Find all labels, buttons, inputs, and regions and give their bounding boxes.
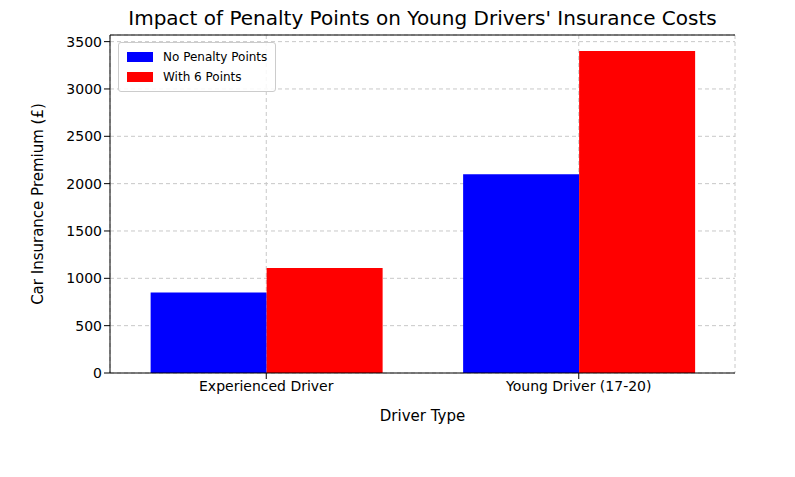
svg-text:1500: 1500 (66, 223, 102, 239)
svg-text:2000: 2000 (66, 176, 102, 192)
svg-text:500: 500 (75, 318, 102, 334)
svg-text:3500: 3500 (66, 34, 102, 50)
svg-text:1000: 1000 (66, 270, 102, 286)
svg-text:3000: 3000 (66, 81, 102, 97)
svg-text:2500: 2500 (66, 128, 102, 144)
html-text:No Penalty Points: No Penalty Points (163, 50, 268, 64)
svg-text:Experienced Driver: Experienced Driver (199, 378, 334, 394)
html-text:With 6 Points: With 6 Points (163, 70, 242, 84)
svg-text:0: 0 (93, 365, 102, 381)
html-text:Impact of Penalty Points on Yo: Impact of Penalty Points on Young Driver… (128, 6, 717, 30)
svg-text:Young Driver (17-20): Young Driver (17-20) (505, 378, 651, 394)
svg-text:Driver Type: Driver Type (380, 407, 465, 425)
svg-text:Car Insurance Premium (£): Car Insurance Premium (£) (29, 103, 47, 305)
